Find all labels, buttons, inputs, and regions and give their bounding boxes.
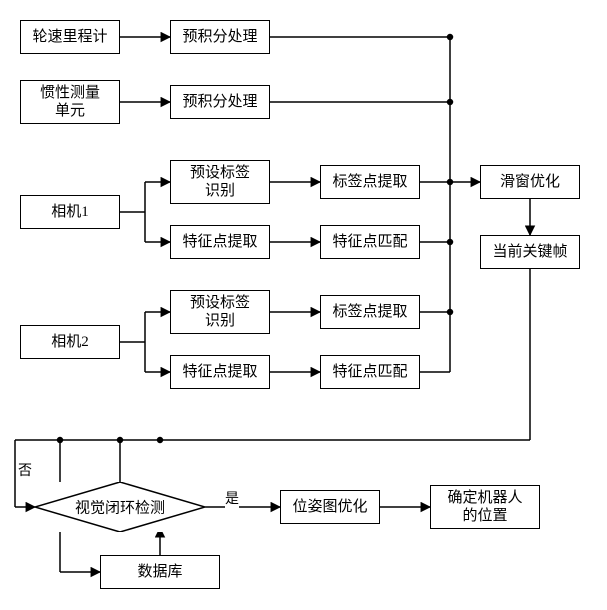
label: 轮速里程计 bbox=[32, 28, 107, 46]
label: 确定机器人的位置 bbox=[447, 489, 522, 525]
node-robot-position: 确定机器人的位置 bbox=[430, 485, 540, 529]
node-camera-1: 相机1 bbox=[20, 195, 120, 229]
label: 预设标签识别 bbox=[190, 164, 250, 200]
node-wheel-odometer: 轮速里程计 bbox=[20, 20, 120, 54]
decision-loop-closure: 视觉闭环检测 bbox=[35, 482, 205, 532]
label: 相机2 bbox=[51, 333, 89, 351]
node-pose-graph-opt: 位姿图优化 bbox=[280, 490, 380, 524]
node-tag-point-extract-2: 标签点提取 bbox=[320, 295, 420, 329]
node-tag-recognition-2: 预设标签识别 bbox=[170, 290, 270, 334]
label: 特征点匹配 bbox=[332, 363, 407, 381]
label: 视觉闭环检测 bbox=[75, 497, 165, 518]
node-current-keyframe: 当前关键帧 bbox=[480, 235, 580, 269]
node-feature-extract-1: 特征点提取 bbox=[170, 225, 270, 259]
label: 特征点提取 bbox=[182, 233, 257, 251]
node-camera-2: 相机2 bbox=[20, 325, 120, 359]
node-feature-match-1: 特征点匹配 bbox=[320, 225, 420, 259]
node-tag-recognition-1: 预设标签识别 bbox=[170, 160, 270, 204]
label: 滑窗优化 bbox=[500, 173, 560, 191]
label: 标签点提取 bbox=[332, 303, 407, 321]
label: 位姿图优化 bbox=[292, 498, 367, 516]
node-preintegration-2: 预积分处理 bbox=[170, 85, 270, 119]
node-tag-point-extract-1: 标签点提取 bbox=[320, 165, 420, 199]
label: 特征点提取 bbox=[182, 363, 257, 381]
label: 数据库 bbox=[137, 563, 182, 581]
label: 特征点匹配 bbox=[332, 233, 407, 251]
node-feature-match-2: 特征点匹配 bbox=[320, 355, 420, 389]
node-database: 数据库 bbox=[100, 555, 220, 589]
label: 惯性测量单元 bbox=[40, 84, 100, 120]
label: 预设标签识别 bbox=[190, 294, 250, 330]
edge-label-no: 否 bbox=[18, 460, 32, 480]
label: 当前关键帧 bbox=[492, 243, 567, 261]
node-sliding-window-opt: 滑窗优化 bbox=[480, 165, 580, 199]
label: 预积分处理 bbox=[182, 28, 257, 46]
label: 相机1 bbox=[51, 203, 89, 221]
label: 预积分处理 bbox=[182, 93, 257, 111]
edge-label-yes: 是 bbox=[225, 488, 239, 508]
label: 标签点提取 bbox=[332, 173, 407, 191]
node-preintegration-1: 预积分处理 bbox=[170, 20, 270, 54]
node-feature-extract-2: 特征点提取 bbox=[170, 355, 270, 389]
node-imu: 惯性测量单元 bbox=[20, 80, 120, 124]
